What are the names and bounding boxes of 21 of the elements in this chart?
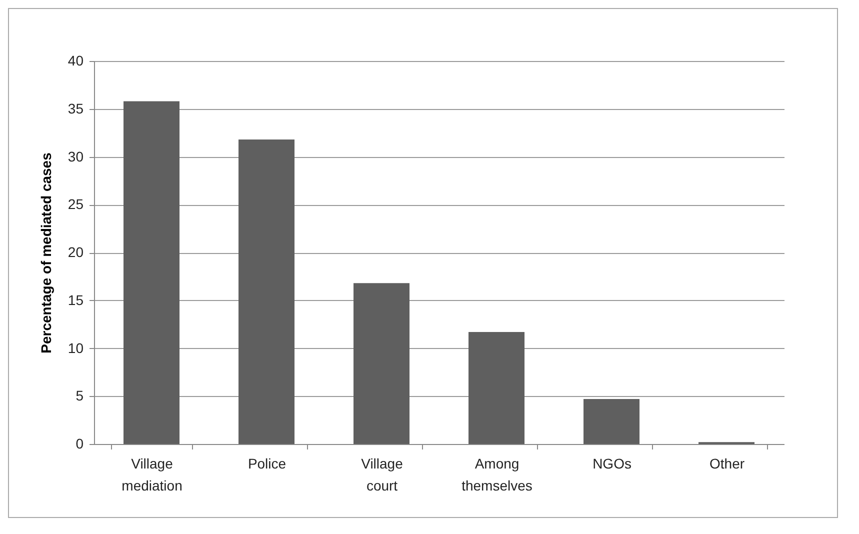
y-tick-label: 30 <box>68 148 84 164</box>
y-tick-label: 20 <box>68 244 84 260</box>
y-tick-label: 25 <box>68 196 84 212</box>
x-tick-label: Village mediation <box>122 456 182 494</box>
bar <box>468 332 524 444</box>
y-tick-label: 5 <box>76 388 84 404</box>
bar <box>238 140 294 444</box>
y-tick-label: 0 <box>76 436 84 452</box>
x-tick-label: Village court <box>361 456 404 494</box>
y-tick-label: 10 <box>68 340 84 356</box>
bar <box>354 283 410 444</box>
x-tick-label: Among themselves <box>462 456 532 494</box>
y-tick-label: 15 <box>68 292 84 308</box>
x-tick-label: Other <box>709 456 745 472</box>
y-tick-label: 35 <box>68 100 84 116</box>
y-axis-title: Percentage of mediated cases <box>38 152 54 354</box>
bar <box>124 101 180 444</box>
y-tick-label: 40 <box>68 52 84 68</box>
x-tick-label: Police <box>248 456 286 472</box>
x-tick-label: NGOs <box>592 456 632 472</box>
bar <box>584 399 640 444</box>
